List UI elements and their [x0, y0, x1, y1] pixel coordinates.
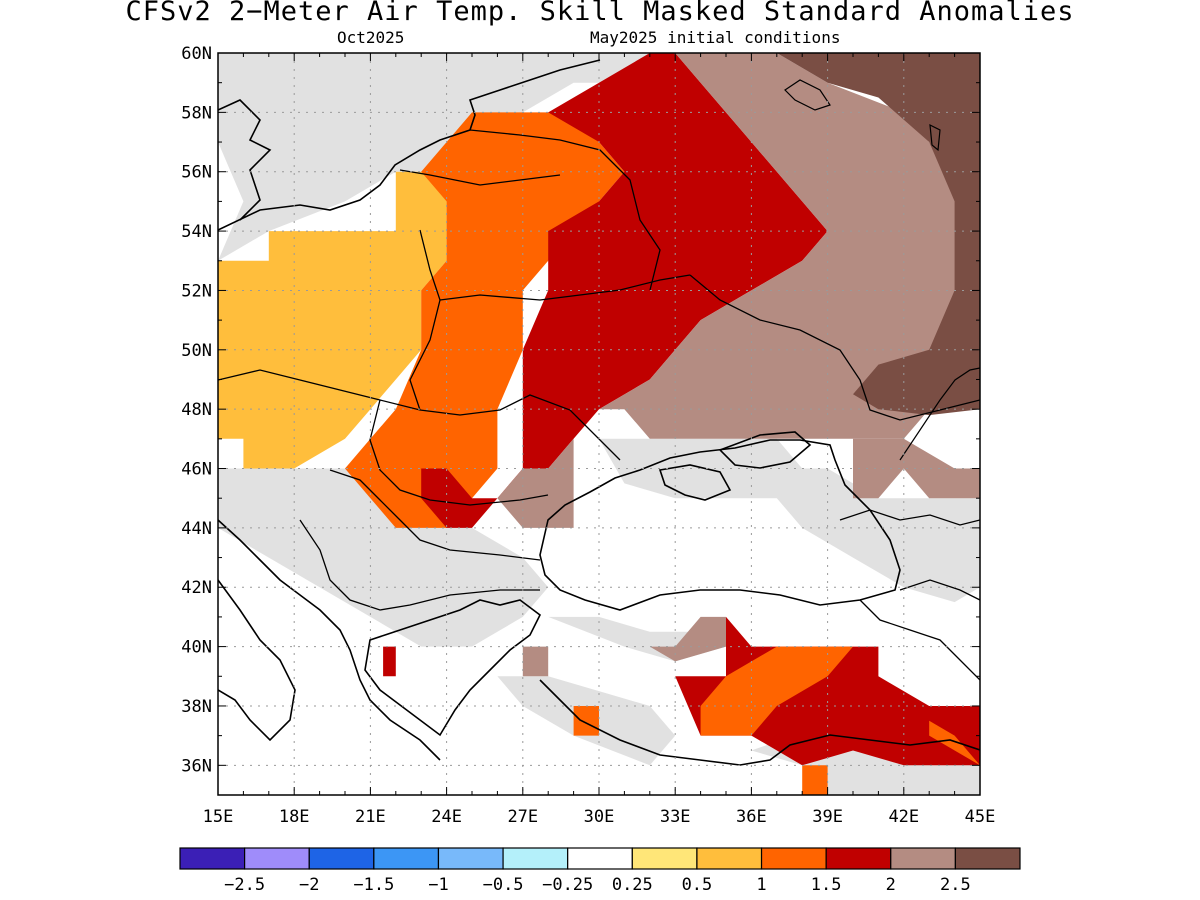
- country-border: [369, 399, 549, 506]
- colorbar-label: −0.25: [542, 875, 593, 895]
- country-border: [329, 469, 541, 561]
- colorbar-label: −1.5: [353, 875, 394, 895]
- y-tick-label: 54N: [181, 222, 212, 242]
- colorbar: [179, 847, 1021, 870]
- x-tick-label: 30E: [584, 807, 615, 827]
- colorbar-swatch: [567, 847, 633, 870]
- x-tick-label: 39E: [812, 807, 843, 827]
- region-bin-1.5: [929, 720, 980, 766]
- colorbar-label: 2.5: [940, 875, 971, 895]
- colorbar-swatch: [825, 847, 892, 870]
- italy-coastline: [218, 579, 296, 742]
- lake-outline: [784, 79, 831, 111]
- y-tick-label: 50N: [181, 341, 212, 361]
- colorbar-swatch: [890, 847, 956, 870]
- y-tick-label: 58N: [181, 103, 212, 123]
- colorbar-swatch: [631, 847, 698, 870]
- country-border: [899, 579, 980, 601]
- x-tick-label: 27E: [507, 807, 538, 827]
- y-tick-label: 56N: [181, 163, 212, 183]
- colorbar-label: 1: [756, 875, 766, 895]
- x-tick-label: 36E: [736, 807, 767, 827]
- country-border: [859, 599, 980, 681]
- colorbar-swatch: [954, 847, 1021, 870]
- colorbar-swatch: [244, 847, 310, 870]
- x-tick-label: 21E: [355, 807, 386, 827]
- x-tick-label: 18E: [279, 807, 310, 827]
- lake-outline: [929, 123, 941, 152]
- colorbar-swatch: [437, 847, 504, 870]
- anomaly-fill-layer: [218, 53, 980, 795]
- y-tick-label: 44N: [181, 519, 212, 539]
- colorbar-swatch: [308, 847, 375, 870]
- region-bin-2.5-light: [522, 646, 549, 677]
- colorbar-swatch: [502, 847, 569, 870]
- colorbar-swatch: [696, 847, 763, 870]
- region-bin-1.5: [345, 112, 625, 528]
- region-gray: [751, 468, 980, 603]
- colorbar-swatch: [373, 847, 440, 870]
- y-tick-label: 40N: [181, 638, 212, 658]
- country-border: [299, 519, 540, 611]
- greece-coastline: [364, 599, 542, 737]
- x-tick-label: 42E: [888, 807, 919, 827]
- y-axis-labels: 36N 38N 40N 42N 44N 46N 48N 50N 52N 54N 56N 58N 60N: [181, 44, 212, 776]
- y-tick-label: 48N: [181, 400, 212, 420]
- region-bin-2: [383, 646, 396, 677]
- country-border: [409, 229, 441, 411]
- colorbar-label: −0.5: [483, 875, 524, 895]
- region-gray: [218, 468, 549, 647]
- region-bin-1.5: [573, 706, 599, 736]
- colorbar-label: 2: [886, 875, 896, 895]
- y-tick-label: 36N: [181, 756, 212, 776]
- colorbar-label: 1.5: [811, 875, 842, 895]
- colorbar-label: −1: [428, 875, 448, 895]
- y-tick-label: 42N: [181, 578, 212, 598]
- region-bin-2.5: [776, 53, 980, 416]
- colorbar-swatch: [179, 847, 246, 870]
- initial-conditions: May2025 initial conditions: [590, 28, 841, 47]
- anatolia-south-coastline: [539, 679, 980, 766]
- scandinavia-coastline: [218, 99, 272, 221]
- region-bin-2.5-light: [649, 616, 726, 662]
- y-tick-label: 52N: [181, 281, 212, 301]
- country-border: [689, 274, 980, 421]
- region-bin-1: [218, 171, 447, 469]
- country-border: [439, 274, 691, 301]
- colorbar-label: −2: [299, 875, 319, 895]
- region-bin-2.5-light: [497, 438, 574, 528]
- forecast-month: Oct2025: [337, 28, 405, 47]
- colorbar-swatch: [760, 847, 827, 870]
- colorbar-labels: −2.5 −2 −1.5 −1 −0.5 −0.25 0.25 0.5 1 1.5 2 2.5: [224, 875, 971, 895]
- volga-river-outline: [899, 367, 980, 461]
- country-border: [469, 129, 661, 291]
- colorbar-label: −2.5: [224, 875, 265, 895]
- region-bin-2.5-light: [853, 438, 980, 499]
- baltic-coastline: [218, 59, 601, 231]
- black-sea-coastline: [539, 439, 901, 611]
- axis-ticks: [217, 52, 981, 795]
- x-tick-label: 24E: [431, 807, 462, 827]
- y-tick-label: 60N: [181, 44, 212, 64]
- coastline-layer: [218, 59, 980, 766]
- country-border: [399, 169, 561, 186]
- chart-title: CFSv2 2−Meter Air Temp. Skill Masked Sta…: [125, 0, 1075, 27]
- x-axis-labels: 15E 18E 21E 24E 27E 30E 33E 36E 39E 42E 45E: [203, 807, 996, 827]
- country-border: [839, 509, 980, 526]
- region-bin-1.5: [700, 646, 853, 736]
- region-bin-2.5-light: [599, 53, 980, 439]
- adriatic-coastline: [218, 519, 441, 761]
- colorbar-label: 0.25: [612, 875, 653, 895]
- azov-sea-coastline: [718, 431, 812, 469]
- region-bin-1.5: [802, 765, 828, 795]
- colorbar-label: 0.5: [682, 875, 713, 895]
- x-tick-label: 45E: [965, 807, 996, 827]
- x-tick-label: 33E: [660, 807, 691, 827]
- crimea-outline: [658, 464, 732, 501]
- x-tick-label: 15E: [203, 807, 234, 827]
- country-border: [218, 369, 621, 461]
- y-tick-label: 38N: [181, 697, 212, 717]
- y-tick-label: 46N: [181, 460, 212, 480]
